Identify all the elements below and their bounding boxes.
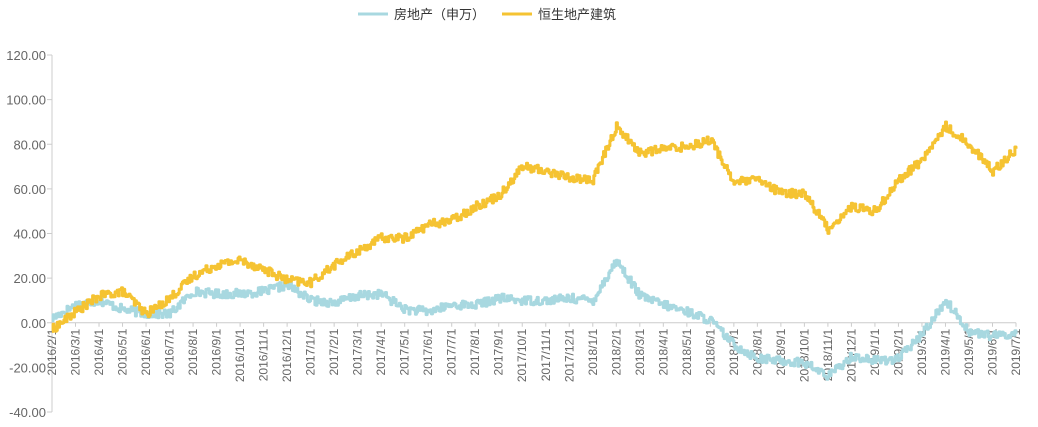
x-tick-label: 2017/4/1 xyxy=(374,328,388,375)
plot-area xyxy=(51,120,1018,381)
y-tick-label: 60.00 xyxy=(13,182,46,197)
legend-label-series-1: 房地产（申万） xyxy=(394,7,485,23)
x-tick-label: 2019/1/1 xyxy=(868,328,882,375)
x-tick-label: 2016/7/1 xyxy=(163,328,177,375)
y-tick-label: -20.00 xyxy=(9,360,46,375)
x-tick-label: 2018/10/1 xyxy=(797,328,811,382)
x-tick-label: 2017/10/1 xyxy=(515,328,529,382)
x-tick-label: 2017/1/1 xyxy=(304,328,318,375)
y-tick-label: 100.00 xyxy=(6,93,46,108)
x-tick-label: 2018/1/1 xyxy=(586,328,600,375)
x-tick-label: 2016/2/1 xyxy=(45,328,59,375)
y-tick-label: 0.00 xyxy=(21,316,46,331)
x-axis: 2016/2/1 2016/3/1 2016/4/1 2016/5/1 2016/6/1… xyxy=(45,322,1023,382)
x-tick-label: 2019/4/1 xyxy=(938,328,952,375)
x-tick-label: 2019/5/1 xyxy=(962,328,976,375)
x-tick-label: 2017/11/1 xyxy=(539,328,553,381)
x-tick-label: 2017/2/1 xyxy=(327,328,341,375)
y-tick-label: 20.00 xyxy=(13,271,46,286)
x-tick-label: 2017/8/1 xyxy=(468,328,482,375)
x-tick-label: 2018/3/1 xyxy=(633,328,647,375)
x-tick-label: 2019/2/1 xyxy=(891,328,905,375)
x-tick-label: 2018/9/1 xyxy=(774,328,788,375)
y-tick-label: 80.00 xyxy=(13,137,46,152)
x-tick-label: 2016/3/1 xyxy=(69,328,83,375)
y-tick-label: 40.00 xyxy=(13,227,46,242)
x-tick-label: 2016/4/1 xyxy=(92,328,106,375)
legend: 房地产（申万） 恒生地产建筑 xyxy=(358,7,616,23)
x-tick-label: 2016/10/1 xyxy=(233,328,247,382)
x-tick-label: 2017/6/1 xyxy=(421,328,435,375)
x-tick-label: 2016/6/1 xyxy=(139,328,153,375)
x-tick-label: 2016/11/1 xyxy=(257,328,271,381)
x-tick-label: 2018/6/1 xyxy=(703,328,717,375)
series-line-1 xyxy=(51,258,1018,381)
x-tick-label: 2016/5/1 xyxy=(116,328,130,375)
x-tick-label: 2017/12/1 xyxy=(562,328,576,382)
x-tick-label: 2018/5/1 xyxy=(680,328,694,375)
y-tick-label: 120.00 xyxy=(6,48,46,63)
y-tick-label: -40.00 xyxy=(9,405,46,420)
x-tick-label: 2016/9/1 xyxy=(210,328,224,375)
x-tick-label: 2017/3/1 xyxy=(351,328,365,375)
x-tick-label: 2017/9/1 xyxy=(492,328,506,375)
x-tick-label: 2017/7/1 xyxy=(445,328,459,375)
x-tick-label: 2017/5/1 xyxy=(398,328,412,375)
series-line-2 xyxy=(51,120,1018,333)
x-tick-label: 2016/12/1 xyxy=(280,328,294,382)
x-tick-label: 2019/7/1 xyxy=(1009,328,1023,375)
y-axis: 120.00 100.00 80.00 60.00 40.00 20.00 0.00 -20.… xyxy=(6,48,53,420)
legend-label-series-2: 恒生地产建筑 xyxy=(538,7,616,23)
x-tick-label: 2018/4/1 xyxy=(656,328,670,375)
x-tick-label: 2018/11/1 xyxy=(821,328,835,381)
x-tick-label: 2016/8/1 xyxy=(186,328,200,375)
x-tick-label: 2018/2/1 xyxy=(609,328,623,375)
